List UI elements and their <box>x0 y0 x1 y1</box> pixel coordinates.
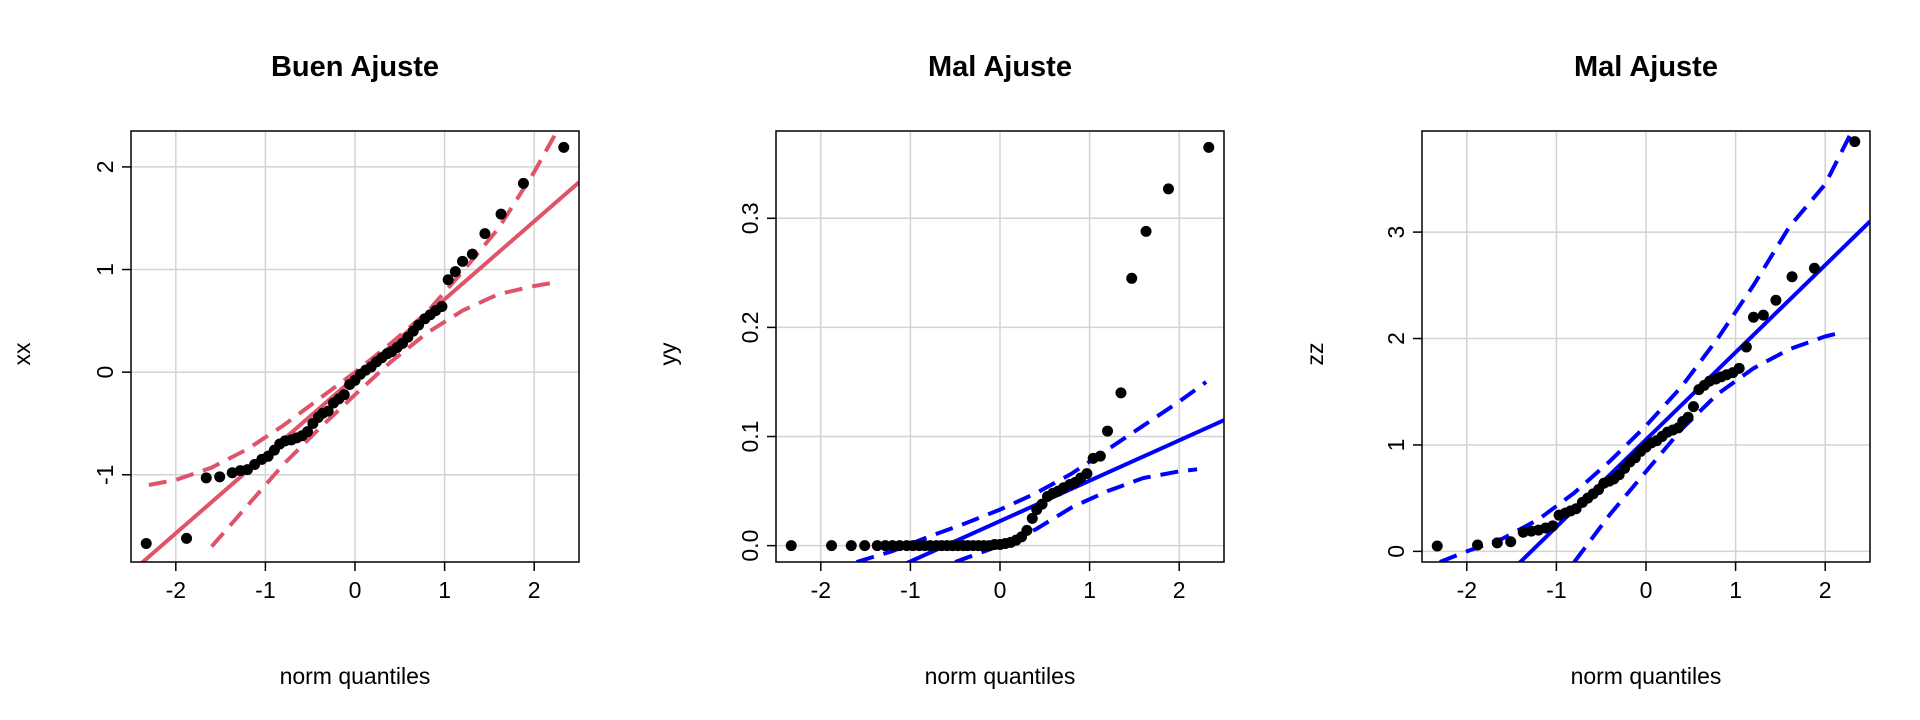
x-tick-label: 1 <box>1083 577 1096 603</box>
data-point <box>1203 142 1214 153</box>
x-axis-label: norm quantiles <box>280 663 431 689</box>
data-point <box>1492 537 1503 548</box>
x-tick-label: 0 <box>1640 577 1653 603</box>
data-point <box>450 266 461 277</box>
x-tick-label: 2 <box>1819 577 1832 603</box>
y-tick-label: 2 <box>92 161 118 174</box>
data-point <box>457 256 468 267</box>
data-point <box>1734 363 1745 374</box>
data-point <box>1021 525 1032 536</box>
x-tick-label: -2 <box>1457 577 1477 603</box>
data-point <box>1472 539 1483 550</box>
x-tick-label: 1 <box>1729 577 1742 603</box>
data-point <box>1163 183 1174 194</box>
panel-title: Buen Ajuste <box>271 51 439 83</box>
y-tick-label: 3 <box>1383 226 1409 239</box>
data-point <box>859 540 870 551</box>
data-point <box>1787 271 1798 282</box>
y-tick-label: 1 <box>92 263 118 276</box>
data-point <box>1102 426 1113 437</box>
panel-title: Mal Ajuste <box>928 51 1072 83</box>
x-tick-label: -1 <box>900 577 920 603</box>
x-tick-label: 0 <box>994 577 1007 603</box>
y-tick-label: 0 <box>1383 545 1409 558</box>
data-point <box>1547 520 1558 531</box>
data-point <box>1849 136 1860 147</box>
y-tick-label: 0.0 <box>737 530 763 562</box>
y-tick-label: 0.1 <box>737 421 763 453</box>
x-tick-label: -1 <box>255 577 275 603</box>
y-axis-label: xx <box>9 342 35 366</box>
x-tick-label: 2 <box>1173 577 1186 603</box>
x-axis-label: norm quantiles <box>925 663 1076 689</box>
data-point <box>1081 468 1092 479</box>
x-tick-label: 2 <box>528 577 541 603</box>
x-tick-label: -1 <box>1546 577 1566 603</box>
x-tick-label: 0 <box>349 577 362 603</box>
data-point <box>846 540 857 551</box>
data-point <box>1688 401 1699 412</box>
data-point <box>141 538 152 549</box>
y-tick-label: -1 <box>92 465 118 485</box>
data-point <box>1683 412 1694 423</box>
data-point <box>214 471 225 482</box>
data-point <box>1126 273 1137 284</box>
data-point <box>1095 451 1106 462</box>
data-point <box>1770 295 1781 306</box>
y-tick-label: 1 <box>1383 439 1409 452</box>
y-axis-label: yy <box>655 342 681 366</box>
data-point <box>786 540 797 551</box>
data-point <box>1809 263 1820 274</box>
data-point <box>339 389 350 400</box>
data-point <box>181 533 192 544</box>
data-point <box>1741 342 1752 353</box>
y-tick-label: 2 <box>1383 332 1409 345</box>
panel-title: Mal Ajuste <box>1574 51 1718 83</box>
x-tick-label: -2 <box>811 577 831 603</box>
data-point <box>467 249 478 260</box>
x-tick-label: -2 <box>166 577 186 603</box>
y-tick-label: 0 <box>92 366 118 379</box>
data-point <box>826 540 837 551</box>
data-point <box>558 142 569 153</box>
y-axis-label: zz <box>1302 343 1328 366</box>
data-point <box>201 472 212 483</box>
data-point <box>1758 310 1769 321</box>
data-point <box>1115 387 1126 398</box>
data-point <box>436 301 447 312</box>
data-point <box>479 228 490 239</box>
data-point <box>1141 226 1152 237</box>
data-point <box>518 178 529 189</box>
y-tick-label: 0.3 <box>737 202 763 234</box>
y-tick-label: 0.2 <box>737 311 763 343</box>
data-point <box>1432 541 1443 552</box>
x-axis-label: norm quantiles <box>1571 663 1722 689</box>
data-point <box>496 209 507 220</box>
data-point <box>1748 312 1759 323</box>
x-tick-label: 1 <box>438 577 451 603</box>
data-point <box>1505 536 1516 547</box>
